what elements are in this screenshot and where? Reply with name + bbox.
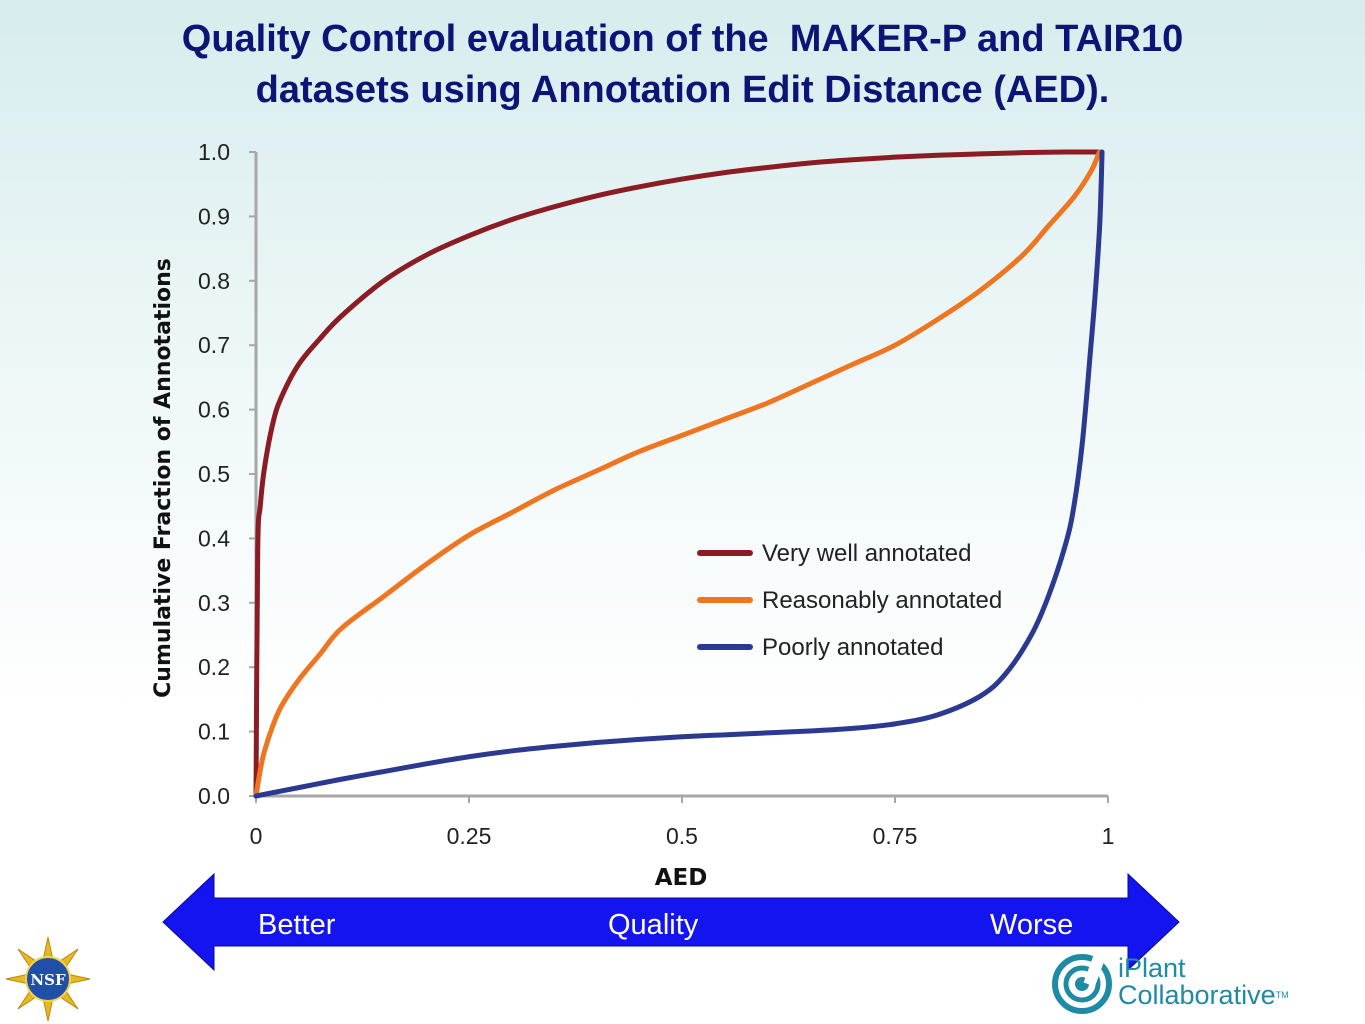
aed-cumulative-chart: 0.0 0.1 0.2 0.3 0.4 0.5 0.6 0.7 0.8 0.9 1.0 0 0.25 0.…: [151, 139, 1114, 891]
x-tick-label: 0.75: [873, 823, 918, 849]
nsf-logo-icon: NSF: [5, 936, 91, 1022]
iplant-wordmark-line-1: iPlant: [1118, 953, 1186, 983]
arrow-label-quality: Quality: [608, 909, 699, 941]
y-tick-label: 0.1: [198, 719, 230, 745]
slide-title: Quality Control evaluation of the MAKER-…: [0, 14, 1365, 116]
legend-label: Reasonably annotated: [762, 587, 1002, 614]
chart-series-layer: [253, 149, 1105, 799]
chart-legend: Very well annotated Reasonably annotated P…: [697, 540, 1002, 661]
y-axis-label: Cumulative Fraction of Annotations: [151, 258, 176, 698]
y-tick-label: 0.8: [198, 268, 230, 294]
legend-label: Poorly annotated: [762, 634, 943, 661]
iplant-wordmark-line-2: CollaborativeTM: [1118, 982, 1289, 1009]
y-tick-label: 0.9: [198, 203, 230, 229]
x-tick-label: 1: [1102, 823, 1115, 849]
x-tick-label: 0.5: [666, 823, 698, 849]
iplant-trademark: TM: [1275, 990, 1289, 1000]
legend-label: Very well annotated: [762, 540, 971, 567]
y-tick-label: 0.4: [198, 525, 230, 551]
y-tick-label: 0.2: [198, 654, 230, 680]
iplant-wordmark-collaborative: Collaborative: [1118, 980, 1276, 1010]
arrow-label-better: Better: [258, 909, 336, 941]
arrow-label-worse: Worse: [990, 909, 1074, 941]
y-tick-label: 0.3: [198, 590, 230, 616]
series-line-very-well-annotated: [253, 149, 1102, 799]
y-tick-label: 0.7: [198, 332, 230, 358]
y-tick-label: 0.6: [198, 397, 230, 423]
slide-title-line-2: datasets using Annotation Edit Distance …: [255, 69, 1110, 111]
x-tick-label: 0: [250, 823, 263, 849]
x-tick-label: 0.25: [447, 823, 492, 849]
nsf-logo-text: NSF: [30, 971, 66, 989]
series-line-poorly-annotated: [253, 149, 1105, 799]
y-tick-label: 0.5: [198, 461, 230, 487]
chart-axes: 0.0 0.1 0.2 0.3 0.4 0.5 0.6 0.7 0.8 0.9 1.0 0 0.25 0.…: [198, 139, 1114, 849]
iplant-logo-icon: [1052, 954, 1112, 1014]
y-tick-label: 1.0: [198, 139, 230, 165]
slide-title-line-1: Quality Control evaluation of the MAKER-…: [181, 18, 1184, 60]
x-axis-label: AED: [655, 865, 708, 891]
quality-double-arrow-shape: [162, 872, 1180, 972]
y-tick-label: 0.0: [198, 783, 230, 809]
iplant-wordmark: iPlant CollaborativeTM: [1118, 955, 1289, 1009]
series-line-reasonably-annotated: [253, 149, 1102, 799]
